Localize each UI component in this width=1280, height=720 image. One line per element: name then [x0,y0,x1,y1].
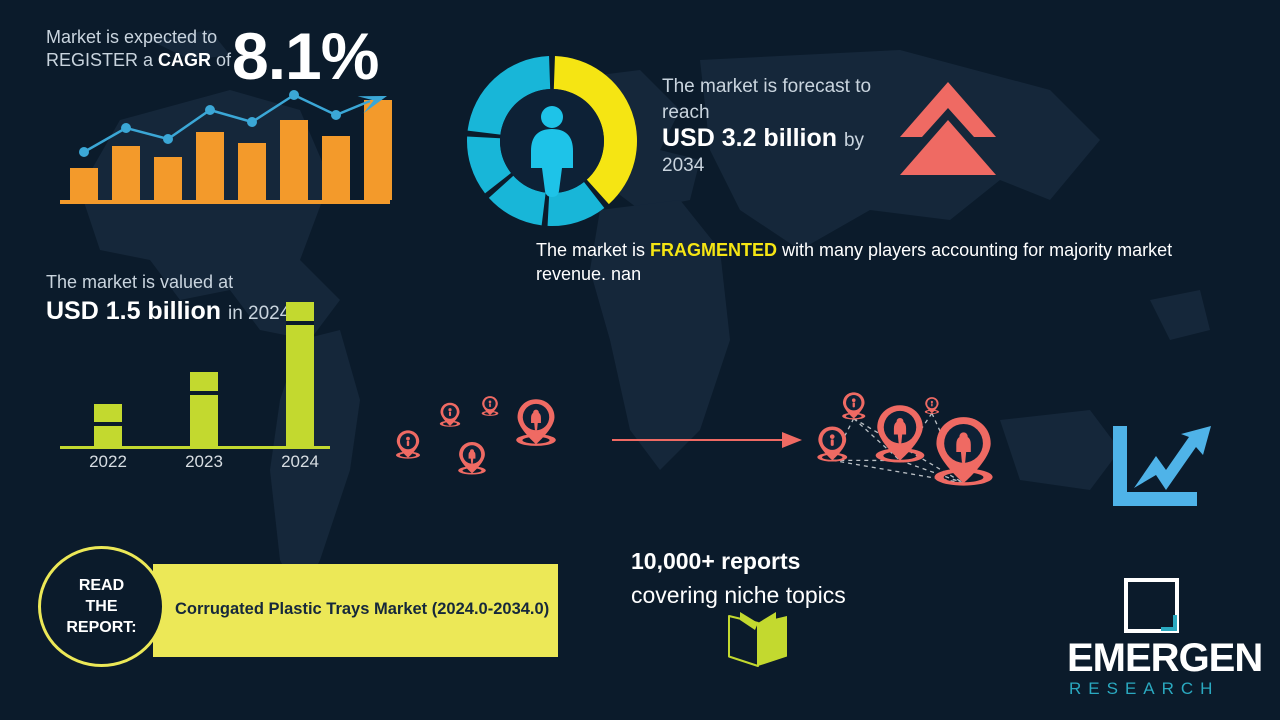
svg-text:2022: 2022 [89,452,127,471]
svg-text:2023: 2023 [185,452,223,471]
svg-text:2024: 2024 [281,452,319,471]
